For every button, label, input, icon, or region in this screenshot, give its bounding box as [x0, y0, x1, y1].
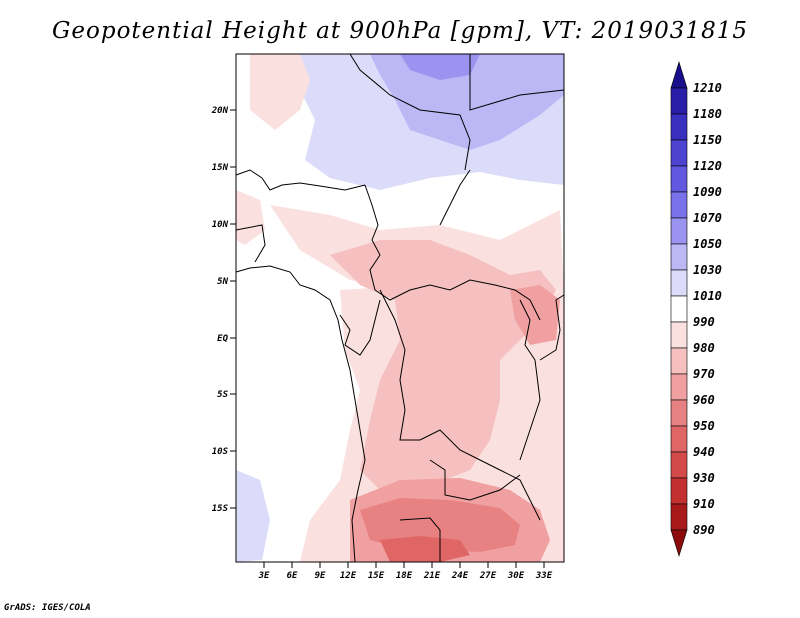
lon-label: 24E: [451, 571, 469, 581]
colorbar-swatch: [670, 60, 688, 89]
colorbar: 1210 1180 1150 1120 1090 1070 1050 1030 1010 990 9…: [670, 60, 722, 558]
colorbar-label: 1210: [693, 81, 722, 95]
lat-label: 10S: [212, 447, 229, 457]
colorbar-label: 930: [693, 471, 715, 485]
colorbar-swatch: [670, 373, 688, 401]
colorbar-swatch: [670, 451, 688, 479]
lon-label: 12E: [340, 571, 357, 581]
colorbar-label: 980: [693, 341, 715, 355]
lon-label: 9E: [315, 571, 326, 581]
lon-label: 15E: [368, 571, 385, 581]
colorbar-swatch: [670, 217, 688, 245]
colorbar-label: 910: [693, 497, 715, 511]
lon-label: 33E: [535, 571, 553, 581]
colorbar-label: 940: [693, 445, 715, 459]
colorbar-swatch: [670, 269, 688, 297]
lon-label: 3E: [258, 571, 270, 581]
lat-label: 20N: [211, 106, 229, 116]
colorbar-label: 950: [693, 419, 715, 433]
lat-label: EQ: [217, 334, 228, 344]
lon-label: 21E: [423, 571, 441, 581]
lat-label: 5N: [217, 277, 228, 287]
colorbar-swatch: [670, 113, 688, 141]
lat-label: 10N: [212, 220, 229, 230]
lat-label: 15N: [212, 163, 229, 173]
colorbar-swatch: [670, 295, 688, 323]
map-title: Geopotential Height at 900hPa [gpm], VT:…: [52, 18, 748, 44]
map-frame: [235, 53, 565, 563]
colorbar-label: 970: [693, 367, 715, 381]
colorbar-label: 960: [693, 393, 715, 407]
colorbar-swatch: [670, 529, 688, 558]
lon-label: 30E: [507, 571, 525, 581]
colorbar-label: 1070: [693, 211, 722, 225]
grads-credit: GrADS: IGES/COLA: [4, 603, 91, 613]
colorbar-swatch: [670, 165, 688, 193]
colorbar-label: 1030: [693, 263, 722, 277]
colorbar-label: 1120: [693, 159, 722, 173]
colorbar-swatch: [670, 321, 688, 349]
colorbar-swatch: [670, 425, 688, 453]
colorbar-label: 1010: [693, 289, 722, 303]
colorbar-swatch: [670, 191, 688, 219]
colorbar-label: 990: [693, 315, 715, 329]
longitude-axis: 3E 6E 9E 12E 15E 18E 21E 24E 27E 30E 33E: [258, 562, 553, 581]
colorbar-label: 1180: [693, 107, 722, 121]
colorbar-label: 1150: [693, 133, 722, 147]
colorbar-label: 1050: [693, 237, 722, 251]
colorbar-swatch: [670, 347, 688, 375]
colorbar-swatch: [670, 139, 688, 167]
country-borders: [235, 53, 565, 563]
lon-label: 27E: [479, 571, 497, 581]
colorbar-swatch: [670, 477, 688, 505]
lon-label: 6E: [287, 571, 298, 581]
colorbar-swatch: [670, 87, 688, 115]
colorbar-swatch: [670, 399, 688, 427]
colorbar-swatch: [670, 243, 688, 271]
lat-label: 5S: [217, 390, 228, 400]
colorbar-swatch: [670, 503, 688, 531]
height-field: [236, 54, 564, 562]
colorbar-label: 890: [693, 523, 715, 537]
lon-label: 18E: [396, 571, 413, 581]
lat-label: 15S: [212, 504, 229, 514]
colorbar-label: 1090: [693, 185, 722, 199]
latitude-axis: 20N 15N 10N 5N EQ 5S 10S 15S: [211, 106, 236, 514]
